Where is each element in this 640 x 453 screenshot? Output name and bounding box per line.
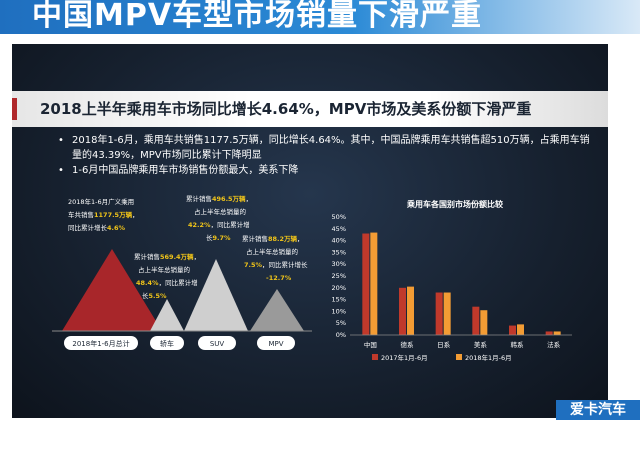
xci-logo-mark: XCI	[570, 422, 590, 433]
annotation-sedan: 累计销售569.4万辆， 占上半年总销量的 48.4%，同比累计增 长5.5%	[134, 252, 200, 300]
banner-title: 中国MPV车型市场销量下滑严重	[32, 0, 483, 33]
bar-美系-2017	[472, 306, 480, 335]
annotation-total-line: 2018年1-6月广义乘用	[68, 197, 134, 206]
y-tick-label: 40%	[332, 237, 346, 245]
y-tick-label: 5%	[336, 319, 346, 327]
y-tick-label: 45%	[332, 225, 346, 233]
bar-中国-2018	[370, 232, 378, 335]
bar-韩系-2017	[509, 325, 516, 335]
bar-法系-2017	[545, 331, 553, 335]
annotation-suv-line: 42.2%，同比累计增	[188, 220, 250, 229]
annotation-total-line: 同比累计增长4.6%	[68, 223, 126, 232]
slide-headline: 2018上半年乘用车市场同比增长4.64%，MPV市场及美系份额下滑严重	[40, 100, 532, 118]
x-axis-ticks: 中国 德系 日系 美系 韩系 法系	[364, 340, 561, 349]
brand-logo: 爱卡汽车	[556, 400, 640, 420]
slide-graphics: 2018年1-6月总计 轿车 SUV MPV 2018年1-6月广义乘用 车共销…	[52, 194, 572, 362]
x-tick-label: 法系	[547, 340, 561, 349]
label-pill-total: 2018年1-6月总计	[64, 336, 138, 350]
banner: 中国MPV车型市场销量下滑严重	[0, 0, 640, 34]
bar-德系-2017	[399, 287, 406, 335]
annotation-mpv-line: 占上半年总销量的	[246, 247, 299, 256]
bar-韩系-2018	[517, 324, 524, 335]
xci-logo-text: 爱卡数据实验室	[558, 434, 601, 441]
label-suv: SUV	[210, 340, 225, 348]
triangle-sedan	[150, 299, 184, 331]
annotation-sedan-line: 长5.5%	[142, 291, 167, 300]
headline-band	[12, 91, 608, 127]
bar-美系-2018	[480, 310, 488, 335]
bar-德系-2018	[407, 286, 414, 335]
y-tick-label: 15%	[332, 296, 346, 304]
annotation-total: 2018年1-6月广义乘用 车共销售1177.5万辆， 同比累计增长4.6%	[68, 197, 139, 232]
label-pill-mpv: MPV	[257, 336, 295, 350]
y-tick-label: 35%	[332, 248, 346, 256]
annotation-suv-line: 长9.7%	[206, 233, 231, 242]
label-pill-sedan: 轿车	[150, 336, 184, 350]
annotation-suv-line: 占上半年总销量的	[194, 207, 247, 216]
annotation-suv-line: 累计销售496.5万辆，	[186, 194, 252, 203]
headline-accent	[12, 98, 17, 120]
annotation-total-line: 车共销售1177.5万辆，	[68, 210, 139, 219]
label-mpv: MPV	[268, 340, 283, 348]
label-pill-suv: SUV	[198, 336, 236, 350]
xci-logo: XCI 爱卡数据实验室	[550, 422, 610, 452]
y-tick-label: 10%	[332, 307, 346, 315]
triangle-mpv	[250, 289, 304, 331]
annotation-mpv-line: 累计销售88.2万辆，	[242, 234, 304, 243]
x-tick-label: 美系	[474, 340, 488, 349]
annotation-sedan-line: 48.4%，同比累计增	[136, 278, 198, 287]
bar-日系-2017	[435, 292, 443, 335]
bar-中国-2017	[362, 233, 370, 335]
annotation-suv: 累计销售496.5万辆， 占上半年总销量的 42.2%，同比累计增 长9.7%	[186, 194, 252, 242]
sales-infographic: 2018年1-6月总计 轿车 SUV MPV 2018年1-6月广义乘用 车共销…	[52, 194, 312, 350]
legend-swatch-2017	[372, 354, 378, 360]
triangle-total	[62, 249, 162, 331]
annotation-sedan-line: 占上半年总销量的	[138, 265, 191, 274]
x-tick-label: 德系	[401, 340, 415, 349]
label-total: 2018年1-6月总计	[72, 339, 129, 348]
y-tick-label: 0%	[336, 331, 346, 339]
bullet-item: 2018年1-6月，乘用车共销售1177.5万辆，同比增长4.64%。其中，中国…	[58, 133, 598, 163]
y-tick-label: 25%	[332, 272, 346, 280]
chart-title: 乘用车各国别市场份额比较	[406, 199, 503, 209]
label-sedan: 轿车	[160, 339, 174, 348]
bar-chart: 乘用车各国别市场份额比较 0% 5% 10% 15% 20% 25% 30% 35% 40% 45…	[332, 199, 572, 362]
slide: 2018上半年乘用车市场同比增长4.64%，MPV市场及美系份额下滑严重 201…	[12, 44, 608, 452]
x-tick-label: 日系	[437, 340, 451, 349]
bar-法系-2018	[553, 331, 561, 335]
legend: 2017年1月-6月 2018年1月-6月	[372, 353, 512, 362]
legend-label-2017: 2017年1月-6月	[381, 353, 428, 362]
annotation-sedan-line: 累计销售569.4万辆，	[134, 252, 200, 261]
x-tick-label: 韩系	[511, 340, 525, 349]
bullet-list: 2018年1-6月，乘用车共销售1177.5万辆，同比增长4.64%。其中，中国…	[58, 133, 598, 178]
annotation-mpv-line: 7.5%，同比累计增长	[244, 260, 308, 269]
footnote: 注：销量数据来源于乘联会批发量	[32, 443, 152, 452]
y-tick-label: 30%	[332, 260, 346, 268]
legend-label-2018: 2018年1月-6月	[465, 353, 512, 362]
y-tick-label: 50%	[332, 213, 346, 221]
annotation-mpv-line: -12.7%	[266, 274, 292, 282]
annotation-mpv: 累计销售88.2万辆， 占上半年总销量的 7.5%，同比累计增长 -12.7%	[242, 234, 308, 282]
bars	[362, 232, 561, 335]
legend-swatch-2018	[456, 354, 462, 360]
y-axis-ticks: 0% 5% 10% 15% 20% 25% 30% 35% 40% 45% 50%	[332, 213, 346, 339]
y-tick-label: 20%	[332, 284, 346, 292]
x-tick-label: 中国	[364, 340, 377, 349]
bar-日系-2018	[443, 292, 451, 335]
triangle-suv	[184, 259, 248, 331]
bullet-item: 1-6月中国品牌乘用车市场销售份额最大，美系下降	[58, 163, 598, 178]
